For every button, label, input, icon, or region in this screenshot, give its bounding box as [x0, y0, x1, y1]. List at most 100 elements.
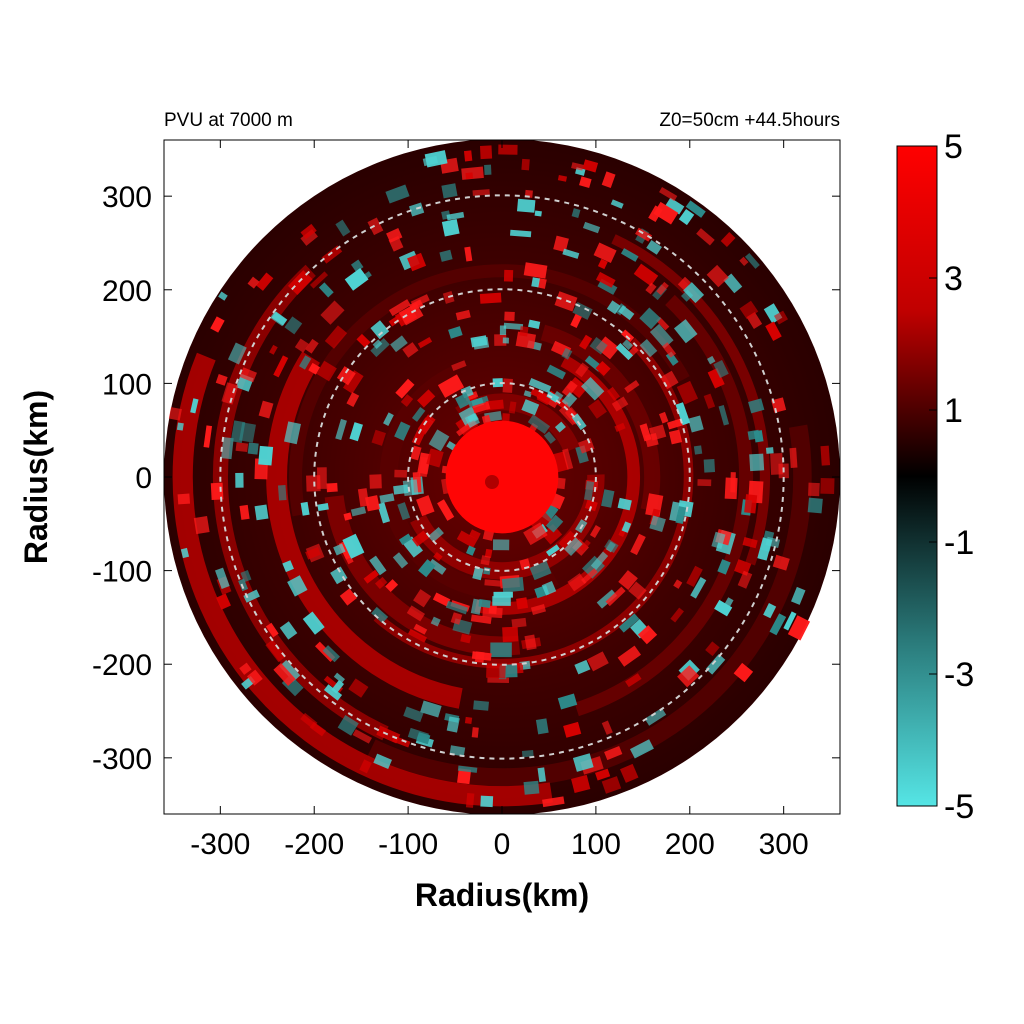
heatmap-patch: [546, 364, 566, 380]
heatmap-patch: [521, 749, 534, 758]
heatmap-patch: [327, 483, 338, 491]
heatmap-patch: [621, 521, 632, 533]
heatmap-patch: [545, 544, 560, 557]
heatmap-patch: [617, 497, 632, 511]
heatmap-patch: [417, 389, 436, 408]
heatmap-patch: [352, 729, 372, 744]
heatmap-patch: [734, 559, 752, 576]
heatmap-patch: [561, 347, 573, 360]
heatmap-patch: [572, 753, 594, 772]
heatmap-patch: [530, 604, 546, 615]
y-tick-label: -100: [92, 556, 152, 589]
heatmap-patch: [348, 678, 369, 698]
heatmap-patch: [582, 221, 601, 234]
heatmap-patch: [488, 605, 497, 614]
heatmap-patch: [528, 378, 552, 393]
heatmap-patch: [369, 474, 382, 489]
heatmap-patch: [588, 399, 607, 419]
heatmap-patch: [769, 613, 787, 636]
heatmap-patch: [390, 335, 408, 353]
heatmap-patch: [428, 558, 447, 575]
heatmap-patch: [597, 258, 608, 270]
heatmap-patch: [337, 715, 359, 736]
center-dot: [485, 475, 499, 489]
y-tick-label: 100: [102, 368, 152, 401]
heatmap-patch: [677, 665, 700, 688]
heatmap-patch: [610, 199, 624, 209]
heatmap-patch: [521, 158, 530, 171]
heatmap-patch: [484, 579, 502, 587]
heatmap-patch: [331, 680, 345, 694]
heatmap-patch: [377, 502, 391, 524]
heatmap-patch: [450, 612, 463, 625]
heatmap-patch: [427, 527, 444, 543]
heatmap-patch: [413, 589, 432, 608]
heatmap-patch: [235, 442, 249, 453]
heatmap-patch: [480, 555, 491, 566]
heatmap-patch: [376, 725, 401, 744]
heatmap-patch: [446, 211, 465, 221]
heatmap-patch: [400, 394, 414, 407]
heatmap-patch: [203, 425, 213, 448]
heatmap-patch: [279, 621, 298, 640]
heatmap-patch: [439, 249, 453, 262]
heatmap-patch: [553, 235, 569, 253]
heatmap-patch: [686, 565, 703, 588]
heatmap-patch: [472, 336, 490, 350]
heatmap-patch: [302, 611, 325, 635]
colorbar-tick-label: -3: [944, 656, 974, 694]
heatmap-patch: [747, 429, 760, 441]
heatmap-patch: [772, 554, 790, 571]
heatmap-patch: [441, 183, 458, 199]
heatmap-patch: [604, 745, 623, 761]
heatmap-patch: [561, 380, 578, 398]
heatmap-patch: [614, 422, 626, 432]
heatmap-patch: [541, 524, 563, 545]
heatmap-patch: [193, 516, 210, 535]
colorbar-tick-label: -1: [944, 524, 974, 562]
heatmap-patch: [417, 336, 433, 349]
reference-circle: [407, 382, 597, 572]
heatmap-patch: [473, 700, 489, 711]
heatmap-patch: [288, 270, 313, 296]
heatmap-patch: [765, 447, 774, 454]
heatmap-patch: [578, 438, 595, 454]
heatmap-patch: [656, 281, 669, 296]
heatmap-patch: [422, 155, 439, 167]
heatmap-patch: [346, 392, 360, 407]
heatmap-patch: [742, 536, 758, 549]
heatmap-patch: [503, 269, 514, 282]
heatmap-patch: [298, 355, 312, 370]
heatmap-patch: [574, 659, 591, 675]
chart-title: PVU at 7000 m: [164, 110, 293, 131]
heatmap-patch: [375, 576, 388, 590]
heatmap-patch: [581, 568, 598, 584]
heatmap-patch: [464, 412, 480, 428]
heatmap-patch: [457, 768, 472, 785]
heatmap-patch: [388, 235, 404, 252]
heatmap-patch: [649, 515, 666, 533]
heatmap-patch: [744, 252, 760, 269]
y-tick-label: 300: [102, 181, 152, 214]
heatmap-patch: [357, 488, 370, 507]
heatmap-patch: [515, 331, 537, 349]
heatmap-patch: [620, 763, 639, 783]
x-tick-label: 200: [665, 828, 715, 861]
heatmap-patch: [589, 525, 601, 538]
heatmap-patch: [428, 429, 450, 452]
heatmap-patch: [582, 159, 599, 173]
heatmap-patch: [504, 311, 515, 322]
heatmap-patch: [323, 684, 343, 701]
heatmap-patch: [397, 502, 411, 521]
heatmap-patch: [379, 493, 395, 504]
heatmap-patch: [646, 240, 662, 255]
heatmap-patch: [470, 614, 492, 625]
heatmap-patch: [385, 579, 399, 592]
heatmap-patch: [595, 360, 611, 376]
heatmap-patch: [516, 597, 529, 610]
x-tick-label: -100: [378, 828, 438, 861]
heatmap-patch: [621, 329, 635, 343]
y-axis: 300 200 100 0 -100 -200 -300: [92, 181, 840, 776]
heatmap-patch: [720, 232, 736, 247]
